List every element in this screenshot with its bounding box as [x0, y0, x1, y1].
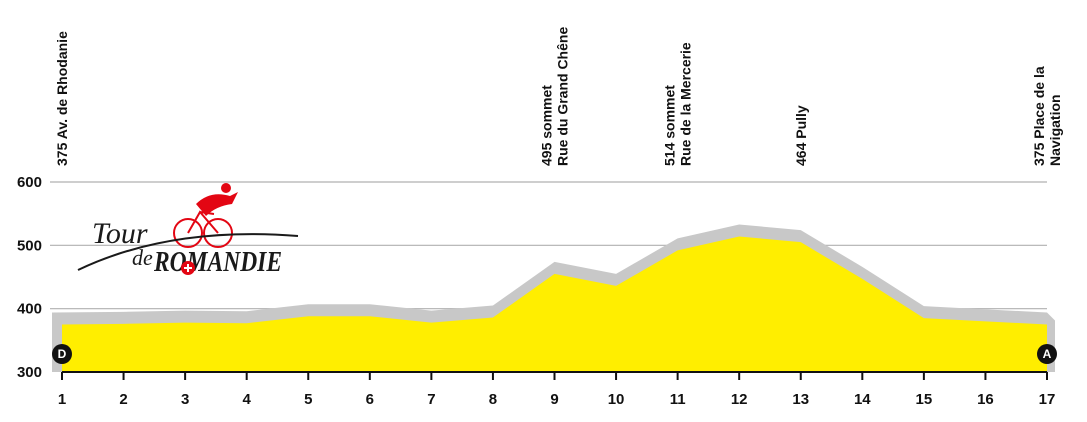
x-tick-label-8: 8	[489, 391, 497, 408]
annotation-1-line-1: Rue du Grand Chêne	[555, 27, 571, 166]
annotation-4-line-0: 375 Place de la	[1031, 66, 1047, 166]
y-tick-label-300: 300	[17, 364, 42, 381]
x-tick-label-16: 16	[977, 391, 994, 408]
location-annotations: 375 Av. de Rhodanie 495 sommet Rue du Gran…	[54, 27, 1063, 166]
profile-area	[62, 236, 1047, 372]
y-tick-label-400: 400	[17, 301, 42, 318]
marker-A-circle	[1037, 344, 1057, 364]
marker-D-label: D	[58, 347, 67, 361]
x-tick-label-9: 9	[550, 391, 558, 408]
x-tick-label-5: 5	[304, 391, 312, 408]
x-tick-label-7: 7	[427, 391, 435, 408]
profile-area-fill	[62, 236, 1047, 372]
x-tick-label-13: 13	[792, 391, 809, 408]
logo-line-de: de	[132, 245, 153, 270]
annotation-2-line-1: Rue de la Mercerie	[678, 42, 694, 166]
annotation-1-line-0: 495 sommet	[539, 85, 555, 166]
logo-line-romandie: ROMANDIE	[153, 247, 282, 278]
annotation-3-line-0: 464 Pully	[793, 105, 809, 166]
logo-line-tour: Tour	[92, 217, 148, 250]
x-tick-label-10: 10	[608, 391, 625, 408]
x-tick-label-17: 17	[1039, 391, 1056, 408]
y-tick-label-600: 600	[17, 174, 42, 191]
x-tick-label-11: 11	[670, 391, 686, 408]
x-axis: 1 2 3 4 5 6 7 8 9 10 11 12 13 14 15 16 17	[58, 371, 1056, 408]
annotation-2-line-0: 514 sommet	[662, 85, 678, 166]
x-tick-label-4: 4	[243, 391, 252, 408]
x-tick-label-2: 2	[119, 391, 127, 408]
tour-de-romandie-logo: Tour de ROMANDIE	[77, 183, 299, 278]
y-axis: 300 400 500 600	[17, 174, 42, 381]
x-tick-label-3: 3	[181, 391, 189, 408]
x-tick-label-12: 12	[731, 391, 748, 408]
x-tick-label-14: 14	[854, 391, 871, 408]
marker-A-label: A	[1043, 347, 1052, 361]
marker-D-circle	[52, 344, 72, 364]
x-tick-label-15: 15	[916, 391, 933, 408]
cyclist-icon	[173, 183, 238, 248]
y-tick-label-500: 500	[17, 237, 42, 254]
annotation-4-line-1: Navigation	[1047, 94, 1063, 166]
x-tick-label-6: 6	[366, 391, 374, 408]
annotation-0-line-0: 375 Av. de Rhodanie	[54, 31, 70, 166]
logo-swoosh	[77, 233, 299, 271]
x-tick-label-1: 1	[58, 391, 66, 408]
